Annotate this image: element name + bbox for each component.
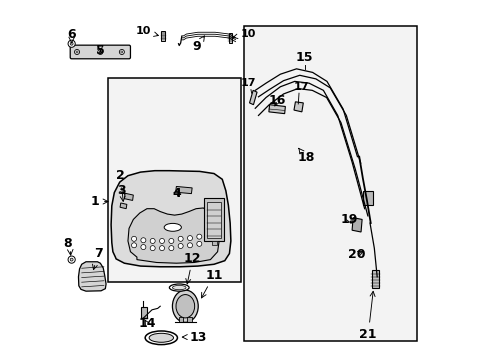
Polygon shape (268, 105, 285, 114)
Circle shape (74, 49, 80, 54)
Ellipse shape (145, 331, 177, 345)
Polygon shape (249, 90, 257, 105)
Bar (228, 33, 232, 43)
Bar (362, 191, 372, 205)
Circle shape (68, 40, 75, 47)
Text: 10: 10 (136, 26, 158, 36)
Circle shape (99, 51, 101, 53)
Circle shape (131, 236, 136, 241)
Circle shape (70, 258, 73, 261)
Polygon shape (120, 203, 126, 209)
Bar (204, 198, 224, 241)
Circle shape (98, 49, 102, 54)
Ellipse shape (172, 285, 185, 290)
Text: 19: 19 (340, 213, 357, 226)
Bar (140, 307, 146, 318)
Text: 1: 1 (90, 195, 108, 208)
Polygon shape (111, 171, 230, 267)
Polygon shape (78, 262, 106, 291)
Ellipse shape (149, 333, 173, 342)
Polygon shape (175, 186, 192, 194)
Text: 6: 6 (67, 28, 76, 41)
Circle shape (178, 236, 183, 241)
Text: 8: 8 (63, 237, 72, 251)
Bar (244, 26, 416, 341)
Text: 13: 13 (182, 330, 206, 343)
Circle shape (196, 234, 202, 239)
Text: 4: 4 (172, 187, 181, 200)
Text: 2: 2 (116, 169, 125, 201)
Circle shape (141, 238, 145, 243)
Circle shape (168, 246, 174, 251)
Ellipse shape (169, 284, 189, 291)
Polygon shape (293, 102, 303, 112)
Text: 16: 16 (268, 94, 285, 107)
Bar (206, 202, 221, 238)
Text: 14: 14 (138, 317, 155, 330)
Circle shape (68, 256, 75, 263)
Ellipse shape (172, 290, 198, 322)
Circle shape (131, 243, 136, 248)
Circle shape (119, 49, 124, 54)
Bar (211, 241, 217, 245)
Text: 11: 11 (201, 269, 223, 298)
Text: 18: 18 (297, 148, 314, 164)
Circle shape (150, 238, 155, 243)
Circle shape (121, 51, 122, 53)
Circle shape (187, 243, 192, 248)
Bar (161, 31, 164, 41)
Text: 15: 15 (295, 51, 313, 64)
Text: 17: 17 (293, 82, 308, 92)
Bar (371, 270, 378, 288)
Polygon shape (128, 208, 219, 263)
Text: 5: 5 (96, 44, 104, 57)
Bar (187, 317, 191, 322)
Text: 21: 21 (359, 291, 376, 341)
Ellipse shape (164, 224, 181, 231)
Text: 3: 3 (117, 184, 126, 197)
Polygon shape (351, 218, 362, 232)
Text: 12: 12 (183, 252, 201, 284)
Circle shape (159, 246, 164, 251)
Circle shape (70, 42, 73, 45)
Ellipse shape (176, 294, 194, 318)
Text: 10: 10 (233, 29, 255, 39)
Polygon shape (124, 193, 133, 201)
Circle shape (187, 235, 192, 240)
Circle shape (76, 51, 78, 53)
Text: 17: 17 (241, 78, 256, 88)
Circle shape (159, 238, 164, 243)
Circle shape (196, 241, 202, 246)
Circle shape (141, 244, 145, 249)
FancyBboxPatch shape (70, 45, 130, 59)
Circle shape (150, 246, 155, 251)
Text: 20: 20 (347, 248, 365, 261)
Circle shape (168, 238, 174, 243)
Text: 7: 7 (92, 247, 102, 270)
Circle shape (178, 243, 183, 248)
Bar (179, 317, 183, 322)
Text: 9: 9 (192, 36, 204, 53)
Bar (107, 78, 241, 282)
